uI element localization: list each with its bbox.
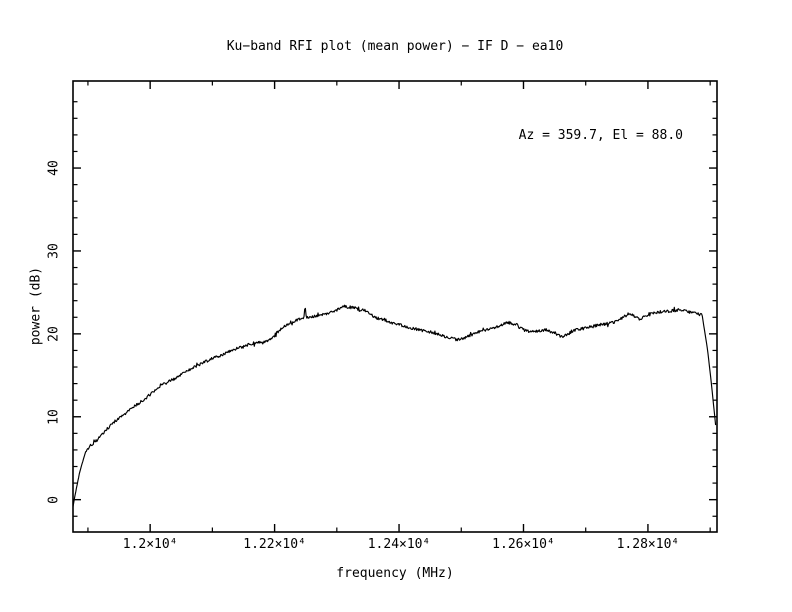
y-tick-label: 20 [46, 326, 62, 342]
data-trace-mean-power [72, 304, 717, 507]
y-tick-label: 0 [46, 495, 62, 504]
x-tick-label: 1.26×10⁴ [492, 537, 555, 552]
y-tick-label: 40 [46, 160, 62, 176]
y-tick-label: 30 [46, 243, 62, 259]
chart-title: Ku−band RFI plot (mean power) − IF D − e… [226, 39, 564, 54]
x-axis-label: frequency (MHz) [336, 566, 454, 581]
plot-frame [72, 80, 718, 533]
y-tick-label: 10 [46, 408, 62, 425]
pointing-annotation: Az = 359.7, El = 88.0 [518, 128, 683, 143]
x-tick-label: 1.2×10⁴ [122, 537, 178, 552]
x-tick-label: 1.22×10⁴ [243, 537, 306, 552]
x-tick-label: 1.28×10⁴ [616, 537, 680, 552]
x-tick-label: 1.24×10⁴ [367, 537, 431, 552]
